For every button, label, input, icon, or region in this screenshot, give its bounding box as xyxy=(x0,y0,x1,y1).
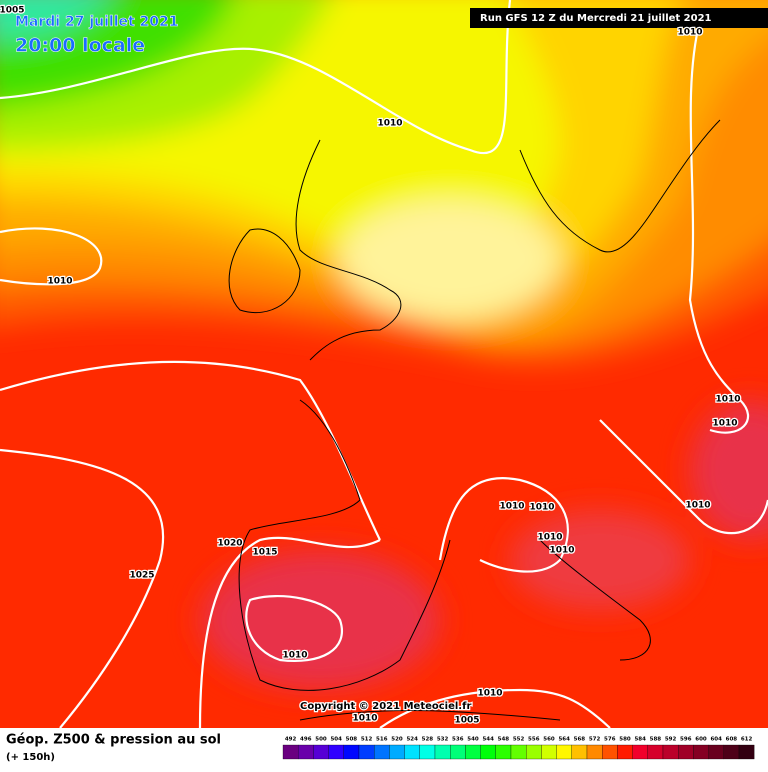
isobar-label: 1010 xyxy=(549,546,574,556)
colorbar-swatch xyxy=(374,744,390,760)
isobar-label: 1010 xyxy=(677,28,702,38)
isobar-label: 1010 xyxy=(685,501,710,511)
colorbar-swatch xyxy=(465,744,481,760)
colorbar-label: 516 xyxy=(376,737,388,743)
colorbar-swatch xyxy=(678,744,694,760)
isobar-label: 1010 xyxy=(352,714,377,724)
colorbar-label: 504 xyxy=(330,737,342,743)
colorbar-swatch xyxy=(541,744,557,760)
colorbar: 492 496 500 504 508 512 516 520 524 528 532 536 540 5… xyxy=(282,737,755,760)
colorbar-label: 492 xyxy=(285,737,297,743)
colorbar-label: 572 xyxy=(589,737,601,743)
colorbar-swatch xyxy=(298,744,314,760)
colorbar-label: 500 xyxy=(315,737,327,743)
colorbar-swatch xyxy=(434,744,451,760)
colorbar-swatch xyxy=(282,744,299,760)
colorbar-swatch xyxy=(738,744,755,760)
isobar-label: 1005 xyxy=(454,716,479,726)
colorbar-label: 600 xyxy=(695,737,707,743)
colorbar-swatch xyxy=(647,744,664,760)
map-field xyxy=(0,0,768,728)
isobar-label: 1015 xyxy=(252,548,277,558)
colorbar-label: 532 xyxy=(437,737,449,743)
isobar-label: 1010 xyxy=(47,277,72,287)
colorbar-label: 556 xyxy=(528,737,540,743)
colorbar-label: 520 xyxy=(391,737,403,743)
colorbar-label: 508 xyxy=(346,737,358,743)
colorbar-swatch xyxy=(358,744,375,760)
forecast-time: 20:00 locale xyxy=(15,35,145,57)
isobar-label: 1005 xyxy=(0,6,25,16)
colorbar-label: 564 xyxy=(558,737,570,743)
footer-title: Géop. Z500 & pression au sol xyxy=(6,733,221,748)
colorbar-label: 544 xyxy=(482,737,494,743)
colorbar-label: 512 xyxy=(361,737,373,743)
colorbar-swatch xyxy=(343,744,360,760)
isobar-label: 1020 xyxy=(217,539,242,549)
colorbar-swatch xyxy=(480,744,496,760)
isobar-label: 1010 xyxy=(282,651,307,661)
run-info: Run GFS 12 Z du Mercredi 21 juillet 2021 xyxy=(480,13,712,24)
colorbar-label: 496 xyxy=(300,737,312,743)
colorbar-swatch xyxy=(556,744,572,760)
colorbar-label: 552 xyxy=(513,737,525,743)
colorbar-label: 580 xyxy=(619,737,631,743)
isobar-label: 1025 xyxy=(129,571,154,581)
colorbar-label: 588 xyxy=(650,737,662,743)
colorbar-swatch xyxy=(632,744,648,760)
footer-subtitle: (+ 150h) xyxy=(6,752,55,763)
copyright: Copyright © 2021 Meteociel.fr xyxy=(300,701,471,712)
isobar-label: 1010 xyxy=(477,689,502,699)
colorbar-swatch xyxy=(662,744,679,760)
forecast-date: Mardi 27 juillet 2021 xyxy=(15,14,179,30)
isobar-label: 1010 xyxy=(537,533,562,543)
colorbar-swatch xyxy=(526,744,542,760)
colorbar-swatch xyxy=(602,744,618,760)
colorbar-swatch xyxy=(693,744,709,760)
colorbar-label: 604 xyxy=(710,737,722,743)
colorbar-swatch xyxy=(571,744,588,760)
colorbar-swatch xyxy=(404,744,420,760)
isobar-label: 1010 xyxy=(499,502,524,512)
colorbar-label: 528 xyxy=(422,737,434,743)
colorbar-swatch xyxy=(723,744,740,760)
colorbar-label: 592 xyxy=(665,737,677,743)
isobar-label: 1010 xyxy=(529,503,554,513)
colorbar-swatch xyxy=(495,744,512,760)
isobars xyxy=(0,0,768,728)
colorbar-label: 596 xyxy=(680,737,692,743)
isobar-label: 1010 xyxy=(712,419,737,429)
colorbar-label: 560 xyxy=(543,737,555,743)
colorbar-swatch xyxy=(617,744,633,760)
colorbar-swatch xyxy=(313,744,329,760)
colorbar-swatch xyxy=(450,744,466,760)
colorbar-label: 540 xyxy=(467,737,479,743)
colorbar-swatch xyxy=(328,744,344,760)
colorbar-label: 524 xyxy=(406,737,418,743)
colorbar-swatch xyxy=(419,744,436,760)
colorbar-label: 612 xyxy=(741,737,753,743)
colorbar-label: 576 xyxy=(604,737,616,743)
colorbar-label: 548 xyxy=(498,737,510,743)
isobar-label: 1010 xyxy=(715,395,740,405)
isobar-labels: 1005 1010 1010 1010 1010 1010 1010 1010 1010 1010… xyxy=(0,4,742,727)
colorbar-label: 568 xyxy=(574,737,586,743)
colorbar-label: 608 xyxy=(726,737,738,743)
colorbar-swatch xyxy=(510,744,527,760)
run-banner xyxy=(470,8,768,28)
colorbar-label: 584 xyxy=(634,737,646,743)
colorbar-swatch xyxy=(389,744,405,760)
coastlines xyxy=(228,119,721,721)
colorbar-label: 536 xyxy=(452,737,464,743)
isobar-label: 1010 xyxy=(377,119,402,129)
colorbar-swatch xyxy=(586,744,603,760)
colorbar-swatch xyxy=(708,744,724,760)
